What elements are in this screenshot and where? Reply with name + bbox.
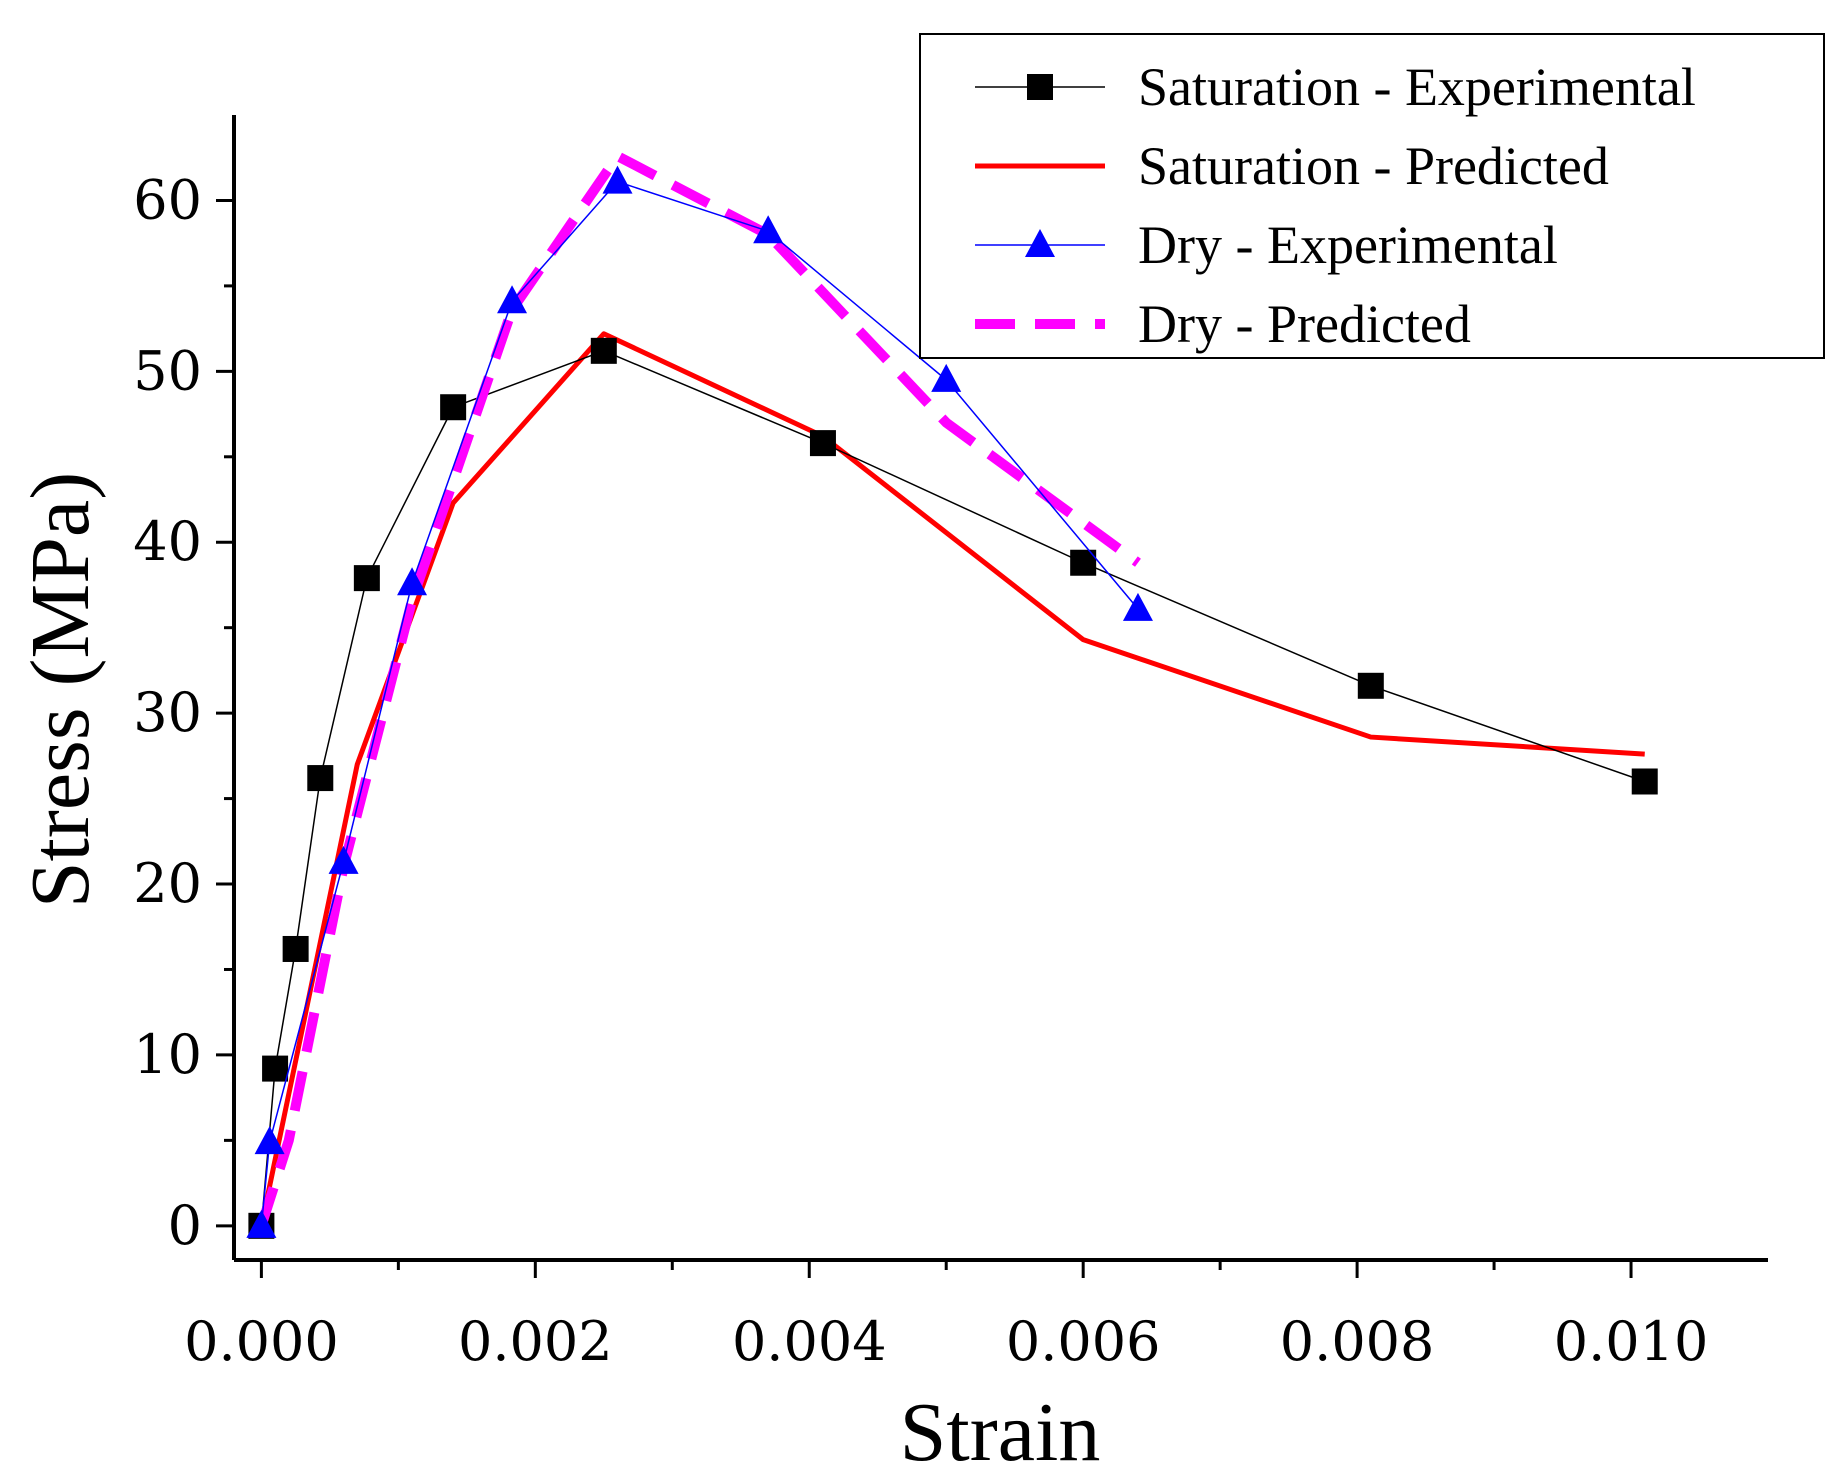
- data-point: [602, 165, 633, 194]
- series-line: [258, 331, 1645, 1227]
- legend-label: Saturation - Predicted: [1138, 136, 1609, 196]
- data-point: [353, 565, 380, 592]
- legend-label: Dry - Experimental: [1138, 215, 1558, 275]
- y-axis-title: Stress (MPa): [14, 472, 107, 908]
- y-tick-label: 20: [133, 852, 202, 915]
- series-saturation-predicted: [258, 331, 1645, 1227]
- y-tick-label: 30: [133, 681, 202, 744]
- data-point: [1631, 768, 1658, 795]
- legend-entry: Dry - Experimental: [975, 215, 1558, 275]
- series-line: [256, 151, 1141, 1228]
- data-point: [246, 1209, 277, 1238]
- data-point: [254, 1126, 285, 1155]
- data-point: [809, 430, 836, 457]
- x-tick-label: 0.000: [184, 1310, 339, 1373]
- data-point: [440, 394, 467, 421]
- legend-box: [919, 33, 1825, 359]
- y-tick-label: 60: [133, 168, 202, 231]
- series-layer: [246, 151, 1658, 1239]
- data-point: [497, 285, 528, 314]
- legend: Saturation - Experimental Saturation - Pr…: [919, 33, 1825, 359]
- series-dry-predicted: [256, 151, 1141, 1228]
- x-tick-label: 0.008: [1280, 1310, 1435, 1373]
- data-point: [307, 765, 334, 792]
- y-tick-label: 40: [133, 510, 202, 573]
- x-tick-label: 0.002: [458, 1310, 613, 1373]
- legend-marker: [1025, 229, 1055, 257]
- y-tick-label: 10: [133, 1023, 202, 1086]
- legend-entry: Saturation - Experimental: [975, 57, 1696, 117]
- legend-entry: Saturation - Predicted: [975, 136, 1609, 196]
- legend-entry: Dry - Predicted: [975, 294, 1471, 354]
- legend-label: Saturation - Experimental: [1138, 57, 1696, 117]
- x-tick-label: 0.006: [1006, 1310, 1161, 1373]
- data-point: [590, 337, 617, 364]
- x-tick-label: 0.010: [1554, 1310, 1709, 1373]
- x-tick-label: 0.004: [732, 1310, 887, 1373]
- data-point: [282, 935, 309, 962]
- series-dry-experimental: [246, 165, 1153, 1238]
- data-point: [1122, 592, 1153, 621]
- data-point: [328, 845, 359, 874]
- axes: 0.000 0.002 0.004 0.006 0.008 0.010 0 10 20 30 40 5…: [133, 115, 1768, 1373]
- data-point: [1357, 672, 1384, 699]
- data-point: [262, 1055, 289, 1082]
- x-axis-title: Strain: [900, 1386, 1101, 1479]
- data-point: [753, 215, 784, 244]
- legend-marker: [1027, 74, 1053, 100]
- legend-label: Dry - Predicted: [1138, 294, 1471, 354]
- y-tick-label: 0: [168, 1194, 202, 1257]
- series-saturation-experimental: [248, 337, 1658, 1239]
- data-point: [397, 567, 428, 596]
- y-tick-label: 50: [133, 339, 202, 402]
- data-point: [931, 363, 962, 392]
